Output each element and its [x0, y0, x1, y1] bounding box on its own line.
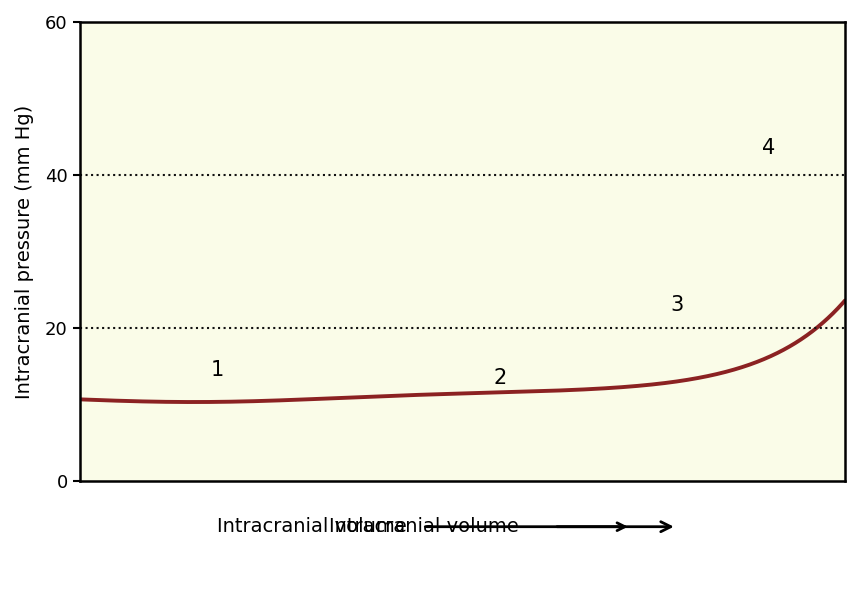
Text: Intracranial volume: Intracranial volume [218, 517, 625, 536]
Y-axis label: Intracranial pressure (mm Hg): Intracranial pressure (mm Hg) [15, 104, 34, 398]
Text: Intracranial volume: Intracranial volume [329, 517, 519, 536]
Text: 2: 2 [494, 368, 507, 387]
Text: 4: 4 [762, 138, 775, 158]
Text: 3: 3 [670, 295, 683, 315]
Text: 1: 1 [211, 360, 224, 380]
